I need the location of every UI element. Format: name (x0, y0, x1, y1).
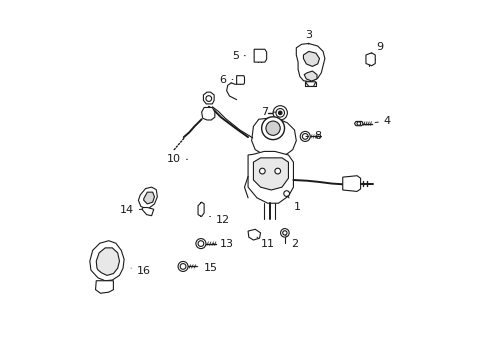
Text: 3: 3 (305, 30, 312, 44)
Circle shape (280, 229, 288, 237)
Circle shape (275, 109, 284, 117)
Circle shape (180, 264, 185, 269)
Circle shape (259, 168, 264, 174)
Circle shape (274, 168, 280, 174)
Polygon shape (354, 121, 363, 126)
Polygon shape (247, 229, 260, 240)
Text: 8: 8 (305, 131, 321, 141)
Circle shape (302, 134, 307, 139)
Polygon shape (90, 241, 124, 281)
Polygon shape (247, 152, 293, 203)
Polygon shape (198, 202, 203, 216)
Circle shape (356, 122, 360, 125)
Polygon shape (342, 176, 360, 192)
Circle shape (282, 231, 286, 235)
Circle shape (265, 121, 280, 135)
Circle shape (261, 117, 284, 140)
Text: 10: 10 (166, 154, 187, 164)
Polygon shape (305, 82, 315, 86)
Text: 7: 7 (260, 107, 275, 117)
Text: 12: 12 (209, 215, 229, 225)
Text: 6: 6 (219, 75, 232, 85)
Polygon shape (96, 248, 119, 275)
Text: 4: 4 (374, 116, 390, 126)
Circle shape (196, 239, 205, 249)
Polygon shape (296, 44, 324, 82)
Circle shape (278, 111, 282, 114)
Text: 16: 16 (131, 266, 150, 276)
Text: 11: 11 (257, 237, 274, 249)
Polygon shape (138, 187, 157, 209)
Polygon shape (236, 76, 244, 84)
Text: 14: 14 (120, 205, 142, 215)
Polygon shape (201, 108, 214, 120)
Polygon shape (254, 49, 266, 62)
Text: 2: 2 (285, 235, 298, 249)
Text: 13: 13 (213, 239, 233, 249)
Polygon shape (203, 92, 214, 104)
Polygon shape (95, 281, 113, 293)
Circle shape (272, 106, 287, 120)
Polygon shape (251, 117, 296, 157)
Circle shape (300, 131, 309, 141)
Polygon shape (143, 192, 154, 204)
Text: 15: 15 (197, 262, 217, 273)
Circle shape (205, 96, 211, 102)
Text: 9: 9 (370, 42, 383, 53)
Polygon shape (253, 158, 288, 190)
Polygon shape (365, 53, 374, 66)
Circle shape (283, 191, 289, 197)
Circle shape (178, 261, 188, 271)
Circle shape (198, 241, 203, 247)
Text: 5: 5 (231, 51, 245, 61)
Text: 1: 1 (287, 196, 300, 212)
Polygon shape (303, 51, 319, 66)
Polygon shape (304, 71, 316, 81)
Polygon shape (142, 207, 153, 216)
